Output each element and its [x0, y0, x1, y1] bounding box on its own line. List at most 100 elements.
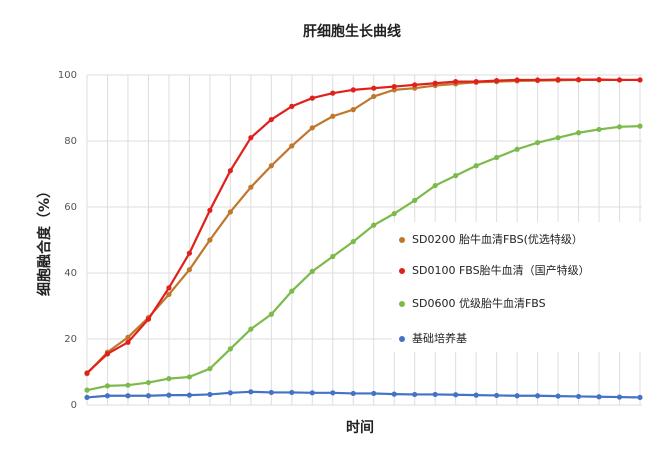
plot — [84, 77, 643, 401]
data-point — [412, 82, 418, 88]
legend: SD0200 胎牛血清FBS(优选特级） SD0100 FBS胎牛血清（国产特级）… — [392, 222, 648, 352]
data-point — [514, 393, 520, 399]
data-point — [125, 382, 131, 388]
data-point — [575, 393, 582, 400]
data-point — [473, 79, 479, 85]
data-point — [432, 391, 438, 398]
y-axis-label: 细胞融合度（%） — [36, 184, 53, 296]
legend-marker — [399, 268, 405, 274]
data-point — [350, 390, 356, 397]
data-point — [125, 339, 131, 345]
data-point — [145, 393, 152, 399]
data-point — [227, 390, 233, 396]
data-point — [494, 392, 500, 399]
data-point — [268, 116, 274, 123]
data-point — [575, 130, 582, 136]
data-point — [248, 389, 254, 395]
legend-label: SD0200 胎牛血清FBS(优选特级） — [412, 232, 583, 246]
legend-marker — [399, 336, 405, 342]
data-point — [268, 389, 274, 396]
x-axis-label: 时间 — [346, 419, 374, 436]
chart-title: 肝细胞生长曲线 — [303, 23, 401, 40]
data-point — [473, 163, 479, 169]
data-point — [596, 394, 602, 400]
data-point — [207, 237, 213, 243]
data-point — [494, 154, 500, 161]
data-point — [330, 90, 336, 96]
data-point — [412, 197, 418, 203]
data-point — [166, 285, 172, 291]
data-point — [227, 209, 233, 215]
data-point — [596, 126, 602, 133]
series-line — [86, 390, 641, 399]
data-point — [616, 124, 623, 130]
legend-label: SD0600 优级胎牛血清FBS — [412, 296, 546, 310]
legend-box — [392, 222, 648, 352]
data-point — [616, 77, 623, 83]
data-point — [453, 173, 459, 179]
data-point — [145, 379, 152, 386]
data-point — [494, 78, 500, 84]
y-tick-label: 80 — [64, 136, 77, 147]
data-point — [637, 123, 643, 129]
data-point — [371, 222, 377, 228]
data-point — [166, 392, 172, 398]
legend-marker — [399, 301, 405, 307]
data-point — [248, 326, 254, 332]
data-point — [309, 390, 315, 396]
data-point — [371, 85, 377, 91]
data-point — [514, 77, 520, 83]
data-point — [289, 288, 295, 294]
data-point — [207, 207, 213, 213]
data-point — [330, 113, 336, 119]
data-point — [371, 390, 377, 397]
data-point — [391, 83, 397, 90]
data-point — [186, 250, 193, 256]
data-point — [637, 77, 643, 83]
data-point — [84, 370, 90, 376]
data-point — [104, 393, 111, 399]
data-point — [637, 394, 643, 401]
data-point — [330, 390, 336, 396]
data-point — [309, 125, 315, 131]
data-point — [166, 291, 172, 298]
data-point — [534, 77, 541, 83]
data-point — [268, 163, 274, 169]
data-point — [453, 392, 459, 398]
data-point — [575, 77, 582, 83]
data-point — [186, 267, 193, 273]
y-tick-label: 100 — [58, 70, 77, 81]
legend-label: 基础培养基 — [412, 331, 467, 345]
data-point — [125, 393, 131, 399]
data-point — [125, 334, 131, 340]
data-point — [84, 394, 90, 401]
data-point — [330, 253, 336, 260]
data-point — [227, 168, 233, 174]
data-point — [596, 77, 602, 83]
data-point — [391, 211, 397, 217]
data-point — [555, 77, 561, 83]
data-point — [186, 374, 193, 380]
data-point — [555, 393, 561, 399]
data-point — [534, 140, 541, 146]
data-point — [289, 143, 295, 149]
data-point — [166, 376, 172, 382]
data-point — [534, 393, 541, 399]
data-point — [227, 346, 233, 352]
data-point — [350, 239, 356, 245]
data-point — [104, 351, 111, 357]
data-point — [350, 107, 356, 113]
y-tick-label: 40 — [64, 268, 77, 279]
y-tick-label: 0 — [71, 400, 77, 411]
data-point — [309, 95, 315, 101]
data-point — [514, 146, 520, 152]
data-point — [268, 311, 274, 317]
data-point — [412, 391, 418, 398]
data-point — [350, 87, 356, 93]
data-point — [207, 391, 213, 398]
data-point — [555, 135, 561, 141]
data-point — [104, 383, 111, 389]
series-line — [86, 125, 641, 392]
legend-marker — [399, 237, 405, 243]
data-point — [207, 366, 213, 372]
